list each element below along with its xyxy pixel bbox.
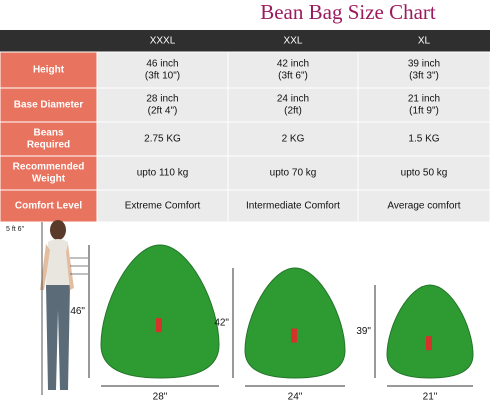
cell-text: 42 inch — [277, 59, 309, 70]
cell — [227, 121, 359, 157]
cell — [357, 51, 491, 89]
cell — [227, 87, 359, 123]
bag-tag — [426, 336, 432, 351]
row-label: Height — [33, 65, 65, 76]
cell-text: Average comfort — [387, 201, 460, 212]
cell-text: upto 110 kg — [137, 168, 189, 179]
bag-tag — [291, 328, 297, 343]
cell — [357, 87, 491, 123]
cell-text: (3ft 6") — [278, 71, 308, 82]
bag-width: 28" — [153, 392, 168, 403]
cell-text: (3ft 10") — [145, 71, 180, 82]
cell — [227, 51, 359, 89]
row-label: Recommended — [13, 162, 85, 173]
bag-width: 24" — [288, 392, 303, 403]
bag-height: 46" — [70, 306, 85, 317]
bean-bag — [244, 267, 346, 379]
cell-text: (2ft 4") — [148, 106, 178, 117]
cell — [357, 155, 491, 191]
cell — [357, 121, 491, 157]
cell-text: (1ft 9") — [409, 106, 439, 117]
bag-width: 21" — [423, 392, 438, 403]
cell-text: (2ft) — [284, 106, 302, 117]
cell — [227, 155, 359, 191]
cell-text: 39 inch — [408, 59, 440, 70]
cell-text: upto 70 kg — [270, 168, 317, 179]
row-label-cell — [0, 189, 98, 223]
column-header: XL — [418, 36, 431, 47]
cell-text: Intermediate Comfort — [246, 201, 340, 212]
illustration: 5 ft 6" 46" 28" 42" 24" 39" 21" — [6, 220, 474, 403]
bag-tag — [156, 318, 162, 333]
cell-text: 2.75 KG — [144, 134, 181, 145]
row-label: Base Diameter — [14, 100, 84, 111]
cell — [227, 189, 359, 223]
person-height: 5 ft 6" — [6, 226, 25, 233]
cell — [357, 189, 491, 223]
cell-text: (3ft 3") — [409, 71, 439, 82]
cell — [96, 155, 229, 191]
cell-text: 21 inch — [408, 94, 440, 105]
cell-text: 28 inch — [146, 94, 178, 105]
title: Bean Bag Size Chart — [260, 0, 436, 24]
bean-bag — [386, 284, 474, 379]
cell-text: 24 inch — [277, 94, 309, 105]
bean-bag — [100, 244, 220, 379]
row-label-cell — [0, 51, 98, 89]
row-label: Beans — [33, 128, 63, 139]
person — [40, 220, 88, 395]
row-label-cell — [0, 155, 98, 191]
row-label: Comfort Level — [15, 201, 82, 212]
cell-text: upto 50 kg — [401, 168, 448, 179]
cell — [96, 87, 229, 123]
cell-text: 2 KG — [282, 134, 305, 145]
bag-height: 39" — [356, 326, 371, 337]
bag-height: 42" — [214, 318, 229, 329]
header-row — [0, 30, 490, 52]
cell-text: 46 inch — [146, 59, 178, 70]
cell-text: 1.5 KG — [408, 134, 439, 145]
row-label: Weight — [32, 174, 66, 185]
column-header: XXL — [284, 36, 303, 47]
cell-text: Extreme Comfort — [125, 201, 201, 212]
row-label: Required — [27, 140, 70, 151]
cell — [96, 189, 229, 223]
column-header: XXXL — [150, 36, 176, 47]
